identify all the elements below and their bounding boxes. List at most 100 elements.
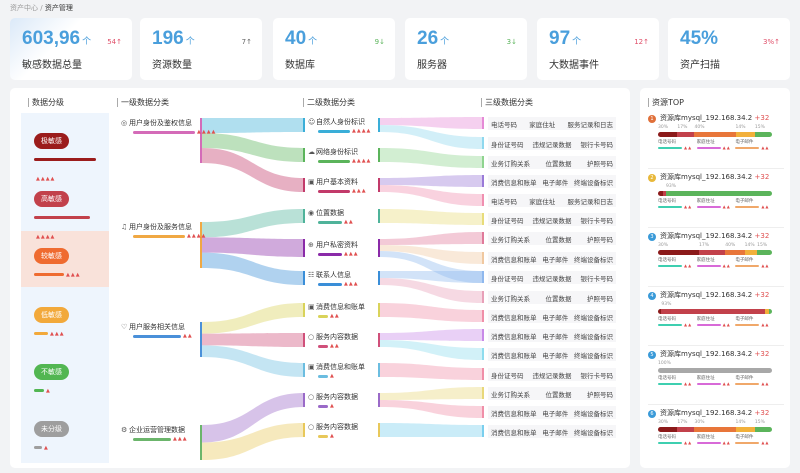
- level-item[interactable]: 较敏感 ▲▲▲: [34, 243, 104, 283]
- l3-tag[interactable]: 电子邮件: [542, 351, 569, 360]
- l3-tag[interactable]: 终端设备标识: [574, 428, 613, 437]
- l3-row[interactable]: 业务订购关系 位置数据 护照号码: [488, 156, 616, 169]
- l3-tag[interactable]: 护照号码: [587, 235, 613, 244]
- l2-node[interactable]: ○ 服务内容数据 ▲▲: [308, 332, 358, 350]
- l3-tag[interactable]: 违规记录数据: [532, 216, 572, 225]
- stat-card[interactable]: 603,96 个 54↑ 敏感数据总量: [10, 18, 132, 80]
- l3-tag[interactable]: 银行卡号码: [580, 140, 614, 149]
- top-item[interactable]: 1 资源库mysql_192.168.34.2 +32 30% 17% 40% 14% 1…: [648, 113, 784, 169]
- level-item[interactable]: 高敏感 ▲▲▲▲: [34, 186, 104, 245]
- l3-row[interactable]: 业务订购关系 位置数据 护照号码: [488, 232, 616, 245]
- l3-tag[interactable]: 电话号码: [491, 197, 517, 206]
- l3-tag[interactable]: 电子邮件: [542, 178, 569, 187]
- l3-tag[interactable]: 服务记录和日志: [567, 197, 614, 206]
- l3-tag[interactable]: 位置数据: [545, 159, 572, 168]
- l3-tag[interactable]: 终端设备标识: [574, 255, 613, 264]
- l2-node[interactable]: ☷ 联系人信息 ▲▲▲: [308, 270, 359, 288]
- l3-row[interactable]: 消费信息和账单 电子邮件 终端设备标识: [488, 252, 616, 265]
- top-item[interactable]: 6 资源库mysql_192.168.34.2 +32 30% 17% 30% 14% 1…: [648, 408, 784, 464]
- l3-tag[interactable]: 身份证号码: [491, 274, 524, 283]
- l3-tag[interactable]: 消费信息和账单: [491, 313, 537, 322]
- l3-tag[interactable]: 终端设备标识: [574, 409, 613, 418]
- level-item[interactable]: 低敏感 ▲▲▲: [34, 302, 104, 342]
- l3-row[interactable]: 电话号码 家庭住址 服务记录和日志: [488, 117, 616, 130]
- l3-row[interactable]: 身份证号码 违规记录数据 银行卡号码: [488, 368, 616, 381]
- l1-node[interactable]: ◎ 用户身份及鉴权信息 ▲▲▲▲: [121, 118, 216, 136]
- l3-row[interactable]: 身份证号码 违规记录数据 银行卡号码: [488, 271, 616, 284]
- stat-card[interactable]: 97 个 12↑ 大数据事件: [537, 18, 659, 80]
- breadcrumb-parent[interactable]: 资产中心: [10, 4, 38, 12]
- l2-node[interactable]: ▣用户基本资料 ▲▲▲: [308, 177, 367, 195]
- l2-node[interactable]: ◉ 位置数据 ▲▲: [308, 208, 354, 226]
- stat-card[interactable]: 45% 3%↑ 资产扫描: [668, 18, 790, 80]
- l3-row[interactable]: 消费信息和账单 电子邮件 终端设备标识: [488, 329, 616, 342]
- l3-tag[interactable]: 消费信息和账单: [491, 255, 537, 264]
- l3-tag[interactable]: 护照号码: [587, 159, 613, 168]
- l3-tag[interactable]: 家庭住址: [529, 197, 556, 206]
- l3-tag[interactable]: 护照号码: [587, 390, 613, 399]
- l3-tag[interactable]: 消费信息和账单: [491, 178, 537, 187]
- l3-tag[interactable]: 消费信息和账单: [491, 428, 537, 437]
- l3-row[interactable]: 业务订购关系 位置数据 护照号码: [488, 387, 616, 400]
- l3-tag[interactable]: 终端设备标识: [574, 351, 613, 360]
- l3-row[interactable]: 消费信息和账单 电子邮件 终端设备标识: [488, 348, 616, 361]
- l3-tag[interactable]: 身份证号码: [491, 371, 524, 380]
- top-item[interactable]: 2 资源库mysql_192.168.34.2 +32 93% 电话号码 ▲▲ 家庭住…: [648, 172, 784, 228]
- l3-tag[interactable]: 银行卡号码: [580, 274, 614, 283]
- l3-tag[interactable]: 业务订购关系: [491, 294, 530, 303]
- l3-tag[interactable]: 身份证号码: [491, 140, 524, 149]
- level-item[interactable]: 极敏感 ▲▲▲▲: [34, 128, 104, 187]
- top-item[interactable]: 5 资源库mysql_192.168.34.2 +32 100% 电话号码 ▲▲ 家庭…: [648, 349, 784, 405]
- l3-row[interactable]: 消费信息和账单 电子邮件 终端设备标识: [488, 310, 616, 323]
- l3-tag[interactable]: 位置数据: [545, 390, 572, 399]
- l3-tag[interactable]: 消费信息和账单: [491, 351, 537, 360]
- l1-node[interactable]: ⚙ 企业运营管理数据 ▲▲▲: [121, 425, 188, 443]
- l2-node[interactable]: ☁网络身份标识 ▲▲▲▲: [308, 147, 371, 165]
- l3-tag[interactable]: 业务订购关系: [491, 390, 530, 399]
- l3-tag[interactable]: 终端设备标识: [574, 332, 613, 341]
- l3-tag[interactable]: 电子邮件: [542, 313, 569, 322]
- l3-tag[interactable]: 银行卡号码: [580, 216, 614, 225]
- l3-tag[interactable]: 消费信息和账单: [491, 409, 537, 418]
- l3-row[interactable]: 身份证号码 违规记录数据 银行卡号码: [488, 213, 616, 226]
- l3-row[interactable]: 身份证号码 违规记录数据 银行卡号码: [488, 137, 616, 150]
- l3-tag[interactable]: 终端设备标识: [574, 313, 613, 322]
- top-item[interactable]: 4 资源库mysql_192.168.34.2 +32 93% 电话号码 ▲▲ 家庭住…: [648, 290, 784, 346]
- l3-tag[interactable]: 违规记录数据: [532, 140, 572, 149]
- l3-tag[interactable]: 消费信息和账单: [491, 332, 537, 341]
- l2-node[interactable]: ☺自然人身份标识 ▲▲▲▲: [308, 117, 371, 135]
- stat-card[interactable]: 40 个 9↓ 数据库: [273, 18, 395, 80]
- l3-row[interactable]: 业务订购关系 位置数据 护照号码: [488, 291, 616, 304]
- l3-tag[interactable]: 电子邮件: [542, 255, 569, 264]
- l3-tag[interactable]: 位置数据: [545, 235, 572, 244]
- l1-node[interactable]: ♫ 用户身份及服务信息 ▲▲▲▲: [121, 222, 206, 240]
- l3-tag[interactable]: 业务订购关系: [491, 235, 530, 244]
- l3-tag[interactable]: 违规记录数据: [532, 371, 572, 380]
- stat-card[interactable]: 26 个 3↓ 服务器: [405, 18, 527, 80]
- level-item[interactable]: 未分级 ▲: [34, 416, 104, 456]
- l2-node[interactable]: ○ 服务内容数据 ▲: [308, 392, 358, 410]
- l3-tag[interactable]: 终端设备标识: [574, 178, 613, 187]
- stat-card[interactable]: 196 个 7↑ 资源数量: [140, 18, 262, 80]
- l3-row[interactable]: 消费信息和账单 电子邮件 终端设备标识: [488, 175, 616, 188]
- level-item[interactable]: 不敏感 ▲: [34, 359, 104, 399]
- top-item[interactable]: 3 资源库mysql_192.168.34.2 +32 30% 17% 40% 14% 1…: [648, 231, 784, 287]
- l3-tag[interactable]: 银行卡号码: [580, 371, 614, 380]
- l3-tag[interactable]: 身份证号码: [491, 216, 524, 225]
- l1-node[interactable]: ♡ 用户服务相关信息 ▲▲: [121, 322, 193, 340]
- l3-tag[interactable]: 电子邮件: [542, 332, 569, 341]
- l3-tag[interactable]: 家庭住址: [529, 120, 556, 129]
- l3-row[interactable]: 消费信息和账单 电子邮件 终端设备标识: [488, 425, 616, 438]
- l2-node[interactable]: ⊕ 用户私密资料 ▲▲▲: [308, 240, 359, 258]
- l3-tag[interactable]: 电子邮件: [542, 409, 569, 418]
- l3-row[interactable]: 电话号码 家庭住址 服务记录和日志: [488, 194, 616, 207]
- l3-tag[interactable]: 位置数据: [545, 294, 572, 303]
- l3-tag[interactable]: 护照号码: [587, 294, 613, 303]
- l3-row[interactable]: 消费信息和账单 电子邮件 终端设备标识: [488, 406, 616, 419]
- l3-tag[interactable]: 电话号码: [491, 120, 517, 129]
- l3-tag[interactable]: 电子邮件: [542, 428, 569, 437]
- l2-node[interactable]: ▣消费信息和账单 ▲▲: [308, 302, 365, 320]
- l3-tag[interactable]: 业务订购关系: [491, 159, 530, 168]
- l2-node[interactable]: ○ 服务内容数据 ▲: [308, 422, 358, 440]
- l3-tag[interactable]: 违规记录数据: [532, 274, 572, 283]
